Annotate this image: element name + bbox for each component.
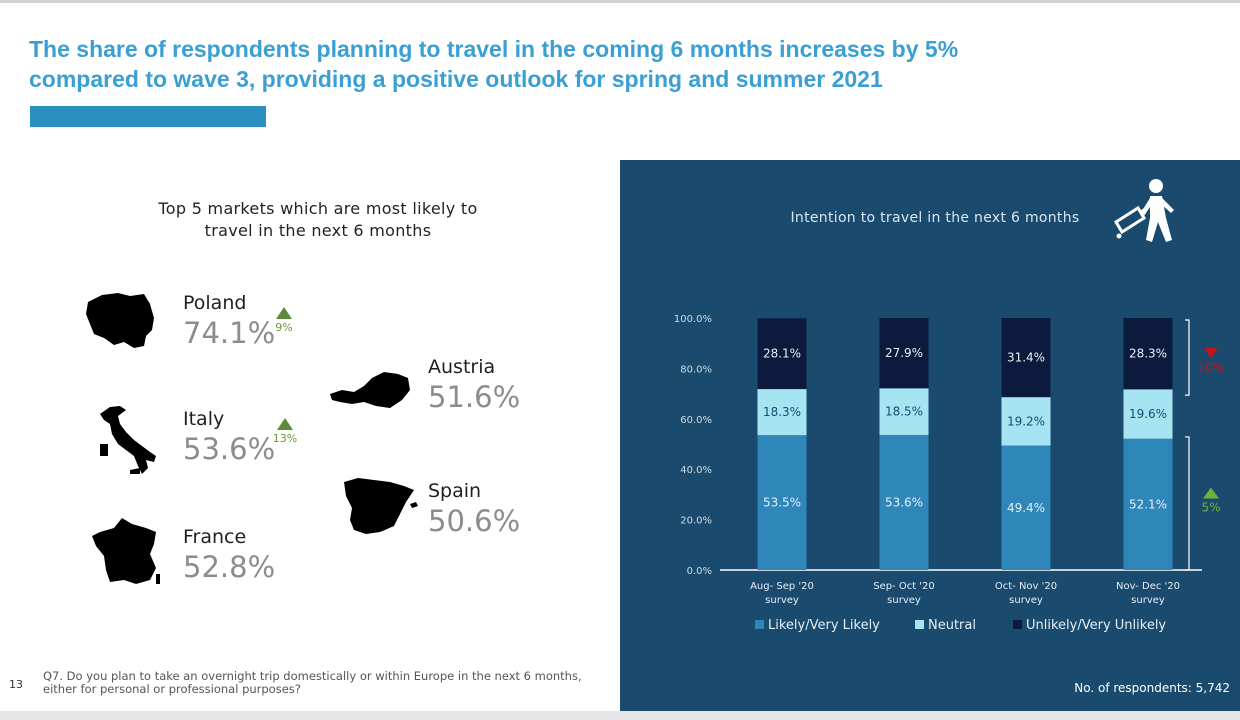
legend-label: Likely/Very Likely — [768, 618, 880, 633]
title-accent-bar — [30, 106, 266, 127]
x-tick-label: Oct- Nov '20 — [995, 581, 1057, 592]
legend-swatch — [1013, 620, 1022, 629]
y-tick-label: 80.0% — [680, 364, 712, 375]
bar-segment — [879, 318, 929, 389]
bar-segment — [1123, 318, 1173, 390]
y-tick-label: 100.0% — [674, 314, 712, 325]
market-name: Spain — [428, 480, 482, 502]
bar-segment — [879, 434, 929, 570]
top-border — [0, 0, 1240, 3]
bar-segment — [1123, 438, 1173, 570]
bar-segment — [757, 435, 807, 570]
change-value: 13% — [272, 432, 298, 445]
legend-label: Unlikely/Very Unlikely — [1026, 618, 1166, 633]
market-name: Italy — [183, 408, 225, 430]
likely-bracket — [1185, 436, 1190, 571]
market-france: France 52.8% — [183, 526, 275, 584]
market-italy: Italy 53.6% — [183, 408, 275, 466]
spain-map-icon — [344, 478, 418, 534]
bar-segment — [1123, 389, 1173, 439]
annotation-label: 5% — [1201, 500, 1220, 514]
market-name: Poland — [183, 292, 247, 314]
x-tick-sublabel: survey — [887, 595, 921, 606]
data-label: 53.5% — [763, 496, 801, 510]
up-arrow-icon — [276, 307, 292, 319]
data-label: 28.3% — [1129, 347, 1167, 361]
data-label: 19.2% — [1007, 414, 1045, 428]
poland-map-icon — [86, 293, 154, 348]
change-value: 9% — [275, 321, 293, 334]
unlikely-bracket — [1185, 319, 1190, 396]
market-spain: Spain 50.6% — [428, 480, 520, 538]
data-label: 18.5% — [885, 405, 923, 419]
up-arrow-icon — [277, 418, 293, 430]
france-map-icon — [92, 518, 160, 584]
chart-title: Intention to travel in the next 6 months — [790, 210, 1080, 226]
up-arrow-icon — [1203, 487, 1219, 499]
bar-segment — [757, 318, 807, 390]
markets-heading: Top 5 markets which are most likely to t… — [158, 199, 478, 240]
bottom-border — [0, 711, 1240, 720]
bar-segment — [1001, 397, 1051, 446]
bar-segment — [757, 389, 807, 436]
y-tick-label: 20.0% — [680, 516, 712, 527]
page-number: 13 — [9, 678, 23, 691]
data-label: 27.9% — [885, 346, 923, 360]
bar-segment — [1001, 445, 1051, 570]
market-percent: 52.8% — [183, 550, 276, 584]
traveler-icon — [1113, 179, 1174, 242]
italy-map-icon — [100, 406, 156, 474]
x-tick-sublabel: survey — [765, 595, 799, 606]
data-label: 19.6% — [1129, 407, 1167, 421]
x-tick-sublabel: survey — [1009, 595, 1043, 606]
austria-map-icon — [330, 372, 410, 408]
market-percent: 50.6% — [428, 504, 521, 538]
y-tick-label: 60.0% — [680, 415, 712, 426]
market-poland: Poland 74.1% — [183, 292, 275, 350]
data-label: 53.6% — [885, 495, 923, 509]
market-percent: 51.6% — [428, 380, 521, 414]
slide-title: The share of respondents planning to tra… — [29, 36, 959, 92]
data-label: 52.1% — [1129, 497, 1167, 511]
x-tick-sublabel: survey — [1131, 595, 1165, 606]
market-name: Austria — [428, 356, 496, 378]
legend-label: Neutral — [928, 618, 976, 633]
x-tick-label: Sep- Oct '20 — [873, 581, 935, 592]
legend-swatch — [915, 620, 924, 629]
market-percent: 74.1% — [183, 316, 276, 350]
data-label: 31.4% — [1007, 351, 1045, 365]
market-name: France — [183, 526, 247, 548]
annotation-label: 10% — [1198, 361, 1225, 375]
data-label: 49.4% — [1007, 501, 1045, 515]
data-label: 28.1% — [763, 347, 801, 361]
y-tick-label: 40.0% — [680, 465, 712, 476]
market-austria: Austria 51.6% — [428, 356, 520, 414]
data-label: 18.3% — [763, 405, 801, 419]
poland-change: 9% — [272, 307, 296, 334]
bar-segment — [879, 388, 929, 435]
bar-segment — [1001, 318, 1051, 398]
question-footnote: Q7. Do you plan to take an overnight tri… — [43, 669, 582, 696]
y-tick-label: 0.0% — [687, 566, 712, 577]
italy-change: 13% — [271, 418, 299, 445]
x-tick-label: Nov- Dec '20 — [1116, 581, 1180, 592]
stacked-bar-chart: 0.0% 20.0% 40.0% 60.0% 80.0% 100.0% 53.5% 18.3… — [674, 179, 1225, 633]
x-tick-label: Aug- Sep '20 — [750, 581, 814, 592]
respondents-count: No. of respondents: 5,742 — [1074, 681, 1230, 695]
down-arrow-icon — [1204, 347, 1218, 359]
legend-swatch — [755, 620, 764, 629]
market-percent: 53.6% — [183, 432, 276, 466]
